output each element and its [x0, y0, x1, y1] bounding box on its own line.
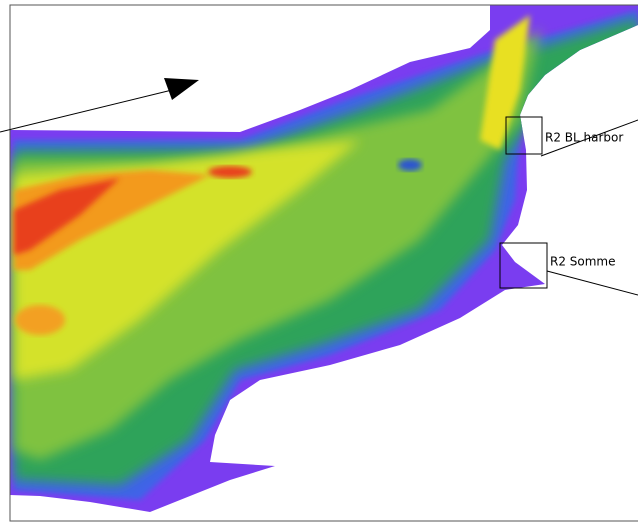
site-label: R2 BL harbor: [545, 131, 623, 145]
page: R2 BL harbor R2 Somme (() => { const dat…: [0, 0, 638, 531]
site-label: R2 Somme: [550, 255, 616, 269]
map: R2 BL harbor R2 Somme: [0, 0, 638, 531]
orange-patch: [15, 305, 65, 335]
red-patch: [208, 166, 252, 178]
blue-patch: [398, 159, 422, 171]
